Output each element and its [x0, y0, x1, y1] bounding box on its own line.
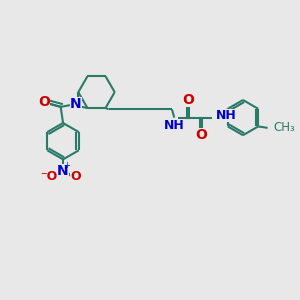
Text: N: N — [70, 98, 82, 112]
Text: NH: NH — [216, 110, 237, 122]
Text: +: + — [63, 161, 70, 170]
Text: CH₃: CH₃ — [273, 122, 295, 134]
Text: N: N — [57, 164, 69, 178]
Text: O: O — [182, 93, 194, 107]
Text: NH: NH — [164, 119, 185, 132]
Text: O: O — [195, 128, 207, 142]
Text: O: O — [70, 170, 81, 183]
Text: O: O — [39, 95, 50, 110]
Text: ⁻O: ⁻O — [40, 170, 57, 183]
